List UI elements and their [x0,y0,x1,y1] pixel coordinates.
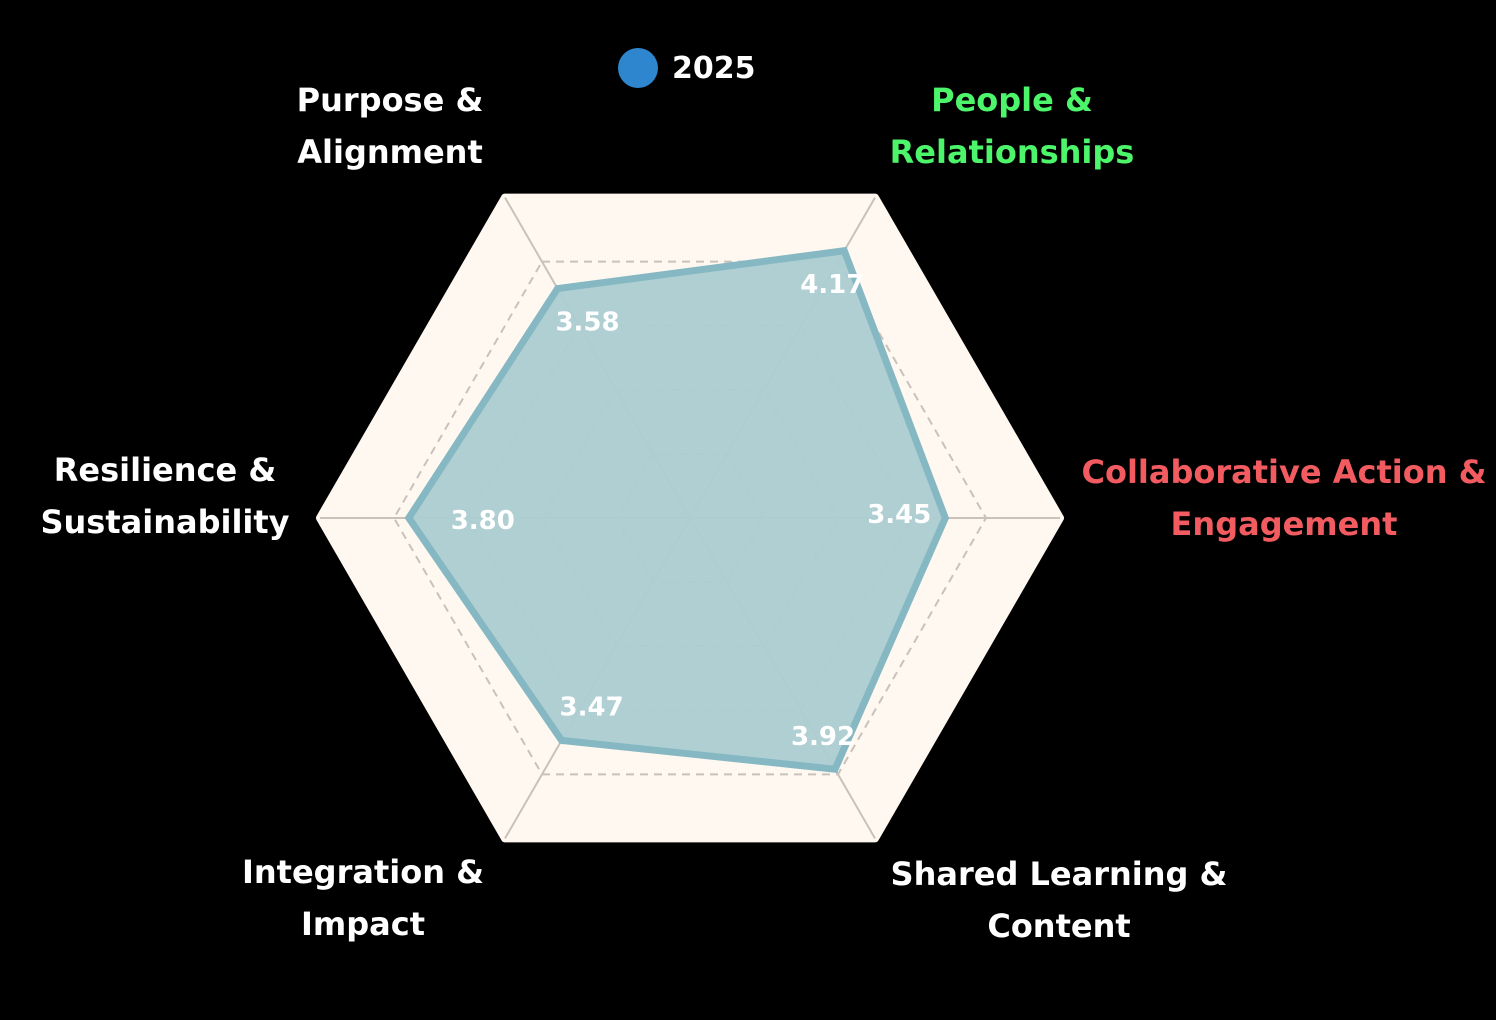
axis-label-resilience: Resilience & Sustainability [40,451,290,541]
legend-marker-icon [618,48,658,88]
legend-label: 2025 [672,50,756,86]
axis-label-people: People & Relationships [889,81,1135,171]
value-labels: 3.58 4.17 3.45 3.92 3.47 3.80 [451,270,932,752]
legend[interactable]: 2025 [618,48,756,88]
series-2025[interactable] [404,246,950,773]
axis-label-shared-learning: Shared Learning & Content [890,855,1228,945]
value-label: 3.80 [451,506,515,536]
value-label: 3.58 [555,308,619,338]
value-label: 3.92 [791,722,855,752]
axis-label-collaborative: Collaborative Action & Engagement [1081,453,1487,543]
axis-label-purpose: Purpose & Alignment [296,81,484,171]
axis-label-integration: Integration & Impact [241,853,485,943]
value-label: 3.45 [867,500,931,530]
value-label: 3.47 [560,692,624,722]
value-label: 4.17 [800,270,864,300]
